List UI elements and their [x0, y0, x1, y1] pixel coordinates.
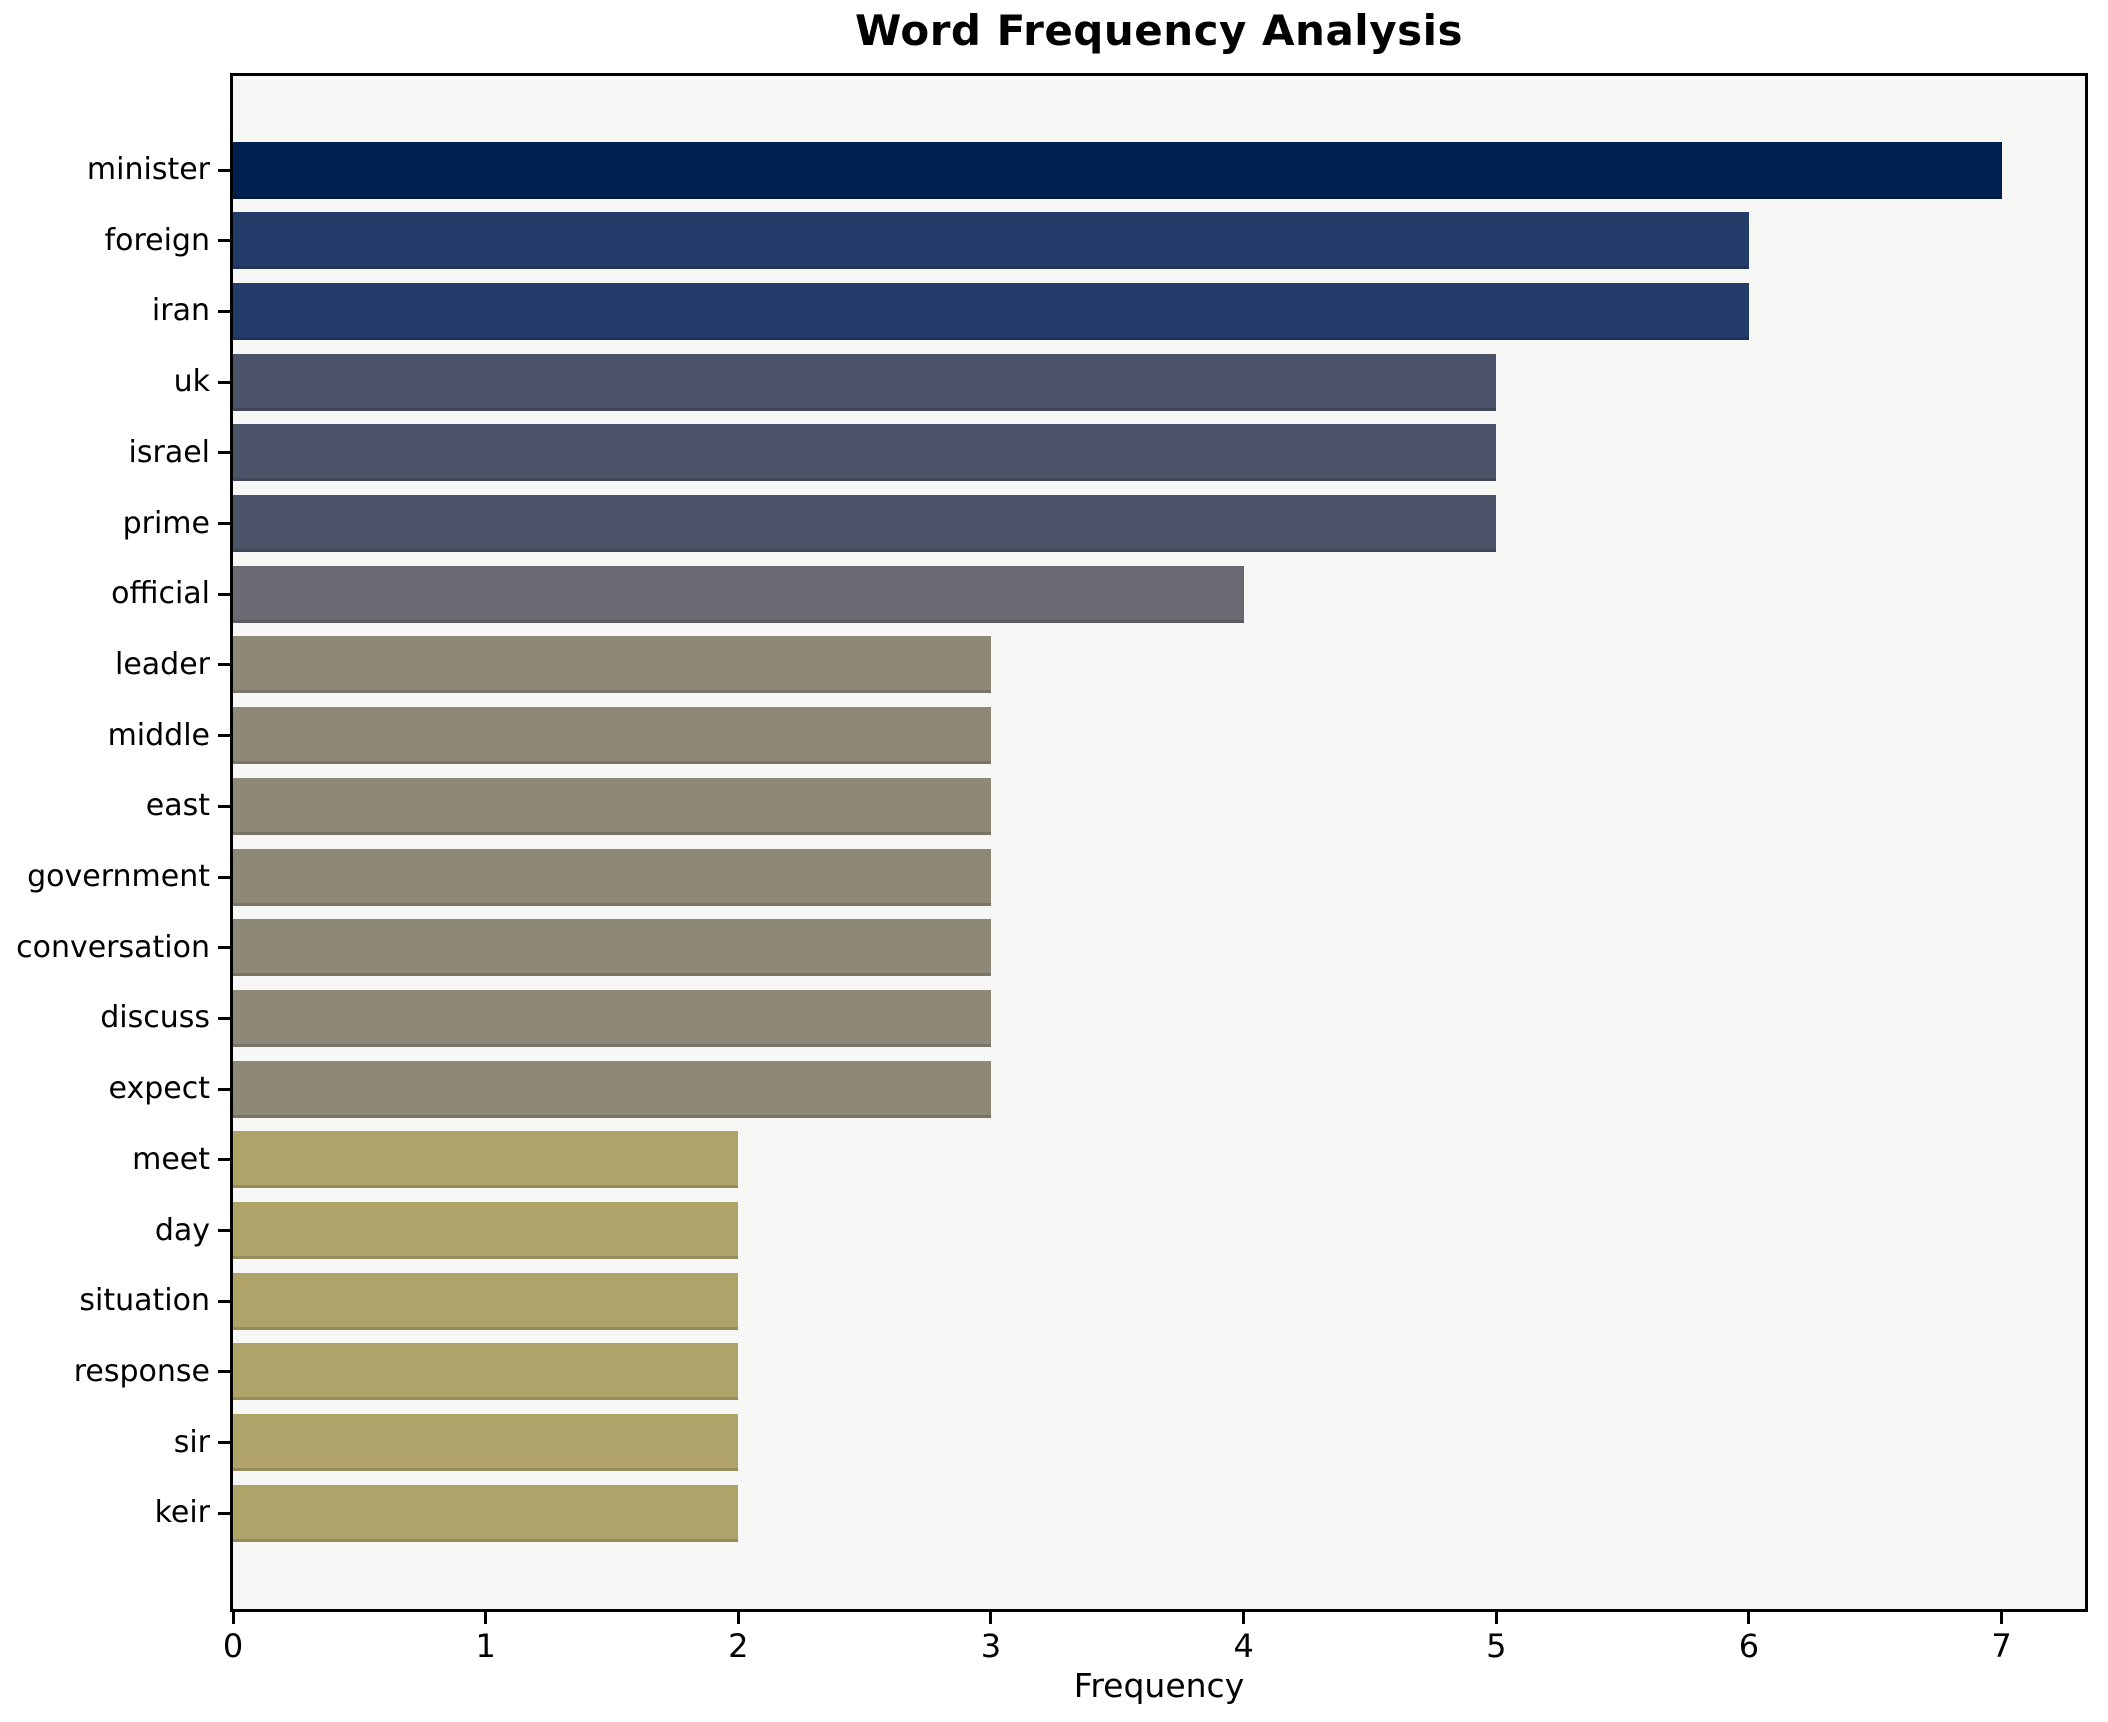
y-tick-mark — [218, 1158, 230, 1162]
y-tick-mark — [218, 451, 230, 455]
bar-expect — [233, 1060, 991, 1118]
x-tick-mark — [484, 1612, 488, 1624]
bar-middle — [233, 707, 991, 765]
y-tick-mark — [218, 663, 230, 667]
x-tick-label: 3 — [980, 1627, 1002, 1665]
y-tick-mark — [218, 875, 230, 879]
y-tick-label: keir — [154, 1495, 210, 1531]
x-tick-label: 7 — [1991, 1627, 2012, 1665]
bar-minister — [233, 141, 2002, 199]
x-tick-mark — [231, 1612, 235, 1624]
y-tick-label: meet — [132, 1141, 210, 1177]
y-tick-label: uk — [173, 364, 210, 400]
y-tick-mark — [218, 1299, 230, 1303]
bar-discuss — [233, 989, 991, 1047]
x-tick-label: 4 — [1233, 1627, 1254, 1665]
y-tick-label: foreign — [104, 222, 210, 258]
y-tick-label: israel — [128, 434, 210, 470]
bar-israel — [233, 424, 1497, 482]
y-tick-mark — [218, 734, 230, 738]
y-tick-label: east — [145, 788, 210, 824]
y-tick-label: discuss — [100, 1000, 210, 1036]
x-tick-mark — [736, 1612, 740, 1624]
x-tick-label: 5 — [1486, 1627, 1507, 1665]
bar-day — [233, 1202, 739, 1259]
y-tick-label: iran — [151, 293, 210, 329]
y-tick-mark — [218, 1511, 230, 1515]
plot-area — [230, 73, 2088, 1612]
y-tick-mark — [218, 1016, 230, 1020]
bar-leader — [233, 636, 991, 694]
x-axis-label: Frequency — [1073, 1666, 1245, 1705]
y-tick-mark — [218, 168, 230, 172]
x-tick-mark — [1242, 1612, 1246, 1624]
x-tick-mark — [989, 1612, 993, 1624]
y-tick-label: middle — [107, 717, 210, 753]
y-tick-label: government — [27, 859, 210, 894]
bar-response — [233, 1343, 739, 1401]
bar-prime — [233, 495, 1497, 552]
x-tick-label: 6 — [1738, 1627, 1760, 1665]
bar-official — [233, 565, 1244, 623]
y-tick-label: response — [73, 1353, 210, 1389]
y-tick-mark — [218, 804, 230, 808]
y-tick-mark — [218, 309, 230, 313]
y-tick-mark — [218, 522, 230, 525]
bar-iran — [233, 282, 1749, 340]
bar-meet — [233, 1131, 739, 1189]
y-tick-mark — [218, 239, 230, 243]
bar-keir — [233, 1484, 739, 1542]
y-tick-label: day — [154, 1212, 210, 1248]
y-tick-label: expect — [108, 1071, 210, 1107]
bar-situation — [233, 1272, 739, 1330]
y-tick-label: minister — [86, 152, 210, 187]
x-tick-mark — [1747, 1612, 1751, 1624]
y-tick-mark — [218, 1229, 230, 1232]
y-tick-mark — [218, 1370, 230, 1374]
y-tick-label: prime — [122, 505, 210, 541]
x-tick-mark — [2000, 1612, 2004, 1624]
x-tick-label: 1 — [475, 1627, 496, 1665]
y-tick-mark — [218, 1087, 230, 1091]
y-tick-label: official — [111, 576, 210, 612]
y-tick-mark — [218, 1441, 230, 1445]
bar-uk — [233, 353, 1497, 411]
bar-government — [233, 848, 991, 906]
bar-sir — [233, 1414, 739, 1472]
x-tick-label: 2 — [728, 1627, 749, 1665]
chart-title: Word Frequency Analysis — [855, 6, 1463, 55]
y-tick-mark — [218, 592, 230, 596]
y-tick-label: situation — [79, 1283, 210, 1319]
x-tick-mark — [1494, 1612, 1498, 1624]
y-tick-label: leader — [114, 646, 210, 682]
bar-east — [233, 777, 991, 835]
y-tick-mark — [218, 380, 230, 384]
y-tick-mark — [218, 946, 230, 950]
bar-conversation — [233, 919, 991, 977]
bar-foreign — [233, 212, 1749, 270]
y-tick-label: sir — [173, 1424, 210, 1460]
y-tick-label: conversation — [16, 929, 210, 965]
x-tick-label: 0 — [222, 1627, 244, 1665]
